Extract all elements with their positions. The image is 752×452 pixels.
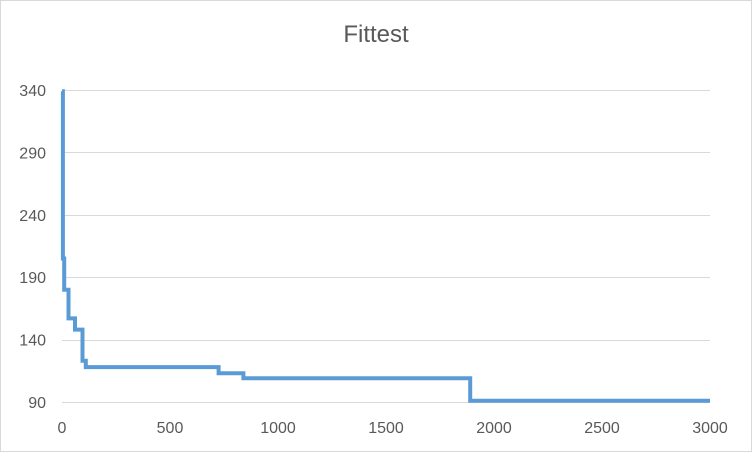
chart-title: Fittest xyxy=(343,21,409,48)
y-axis: 90 140 190 240 290 340 xyxy=(19,83,46,412)
gridlines xyxy=(62,90,710,403)
series-layer xyxy=(60,89,710,403)
x-tick-label: 500 xyxy=(157,420,184,437)
x-axis: 0 500 1000 1500 2000 2500 3000 xyxy=(58,420,728,437)
y-tick-label: 240 xyxy=(19,208,46,225)
y-tick-label: 140 xyxy=(19,333,46,350)
x-tick-label: 1000 xyxy=(260,420,296,437)
x-tick-label: 1500 xyxy=(368,420,404,437)
series-line-0 xyxy=(60,89,710,403)
y-tick-label: 90 xyxy=(28,395,46,412)
y-tick-label: 290 xyxy=(19,145,46,162)
y-tick-label: 190 xyxy=(19,270,46,287)
x-tick-label: 2000 xyxy=(476,420,512,437)
x-tick-label: 3000 xyxy=(692,420,728,437)
y-tick-label: 340 xyxy=(19,83,46,100)
x-tick-label: 0 xyxy=(58,420,67,437)
x-tick-label: 2500 xyxy=(584,420,620,437)
